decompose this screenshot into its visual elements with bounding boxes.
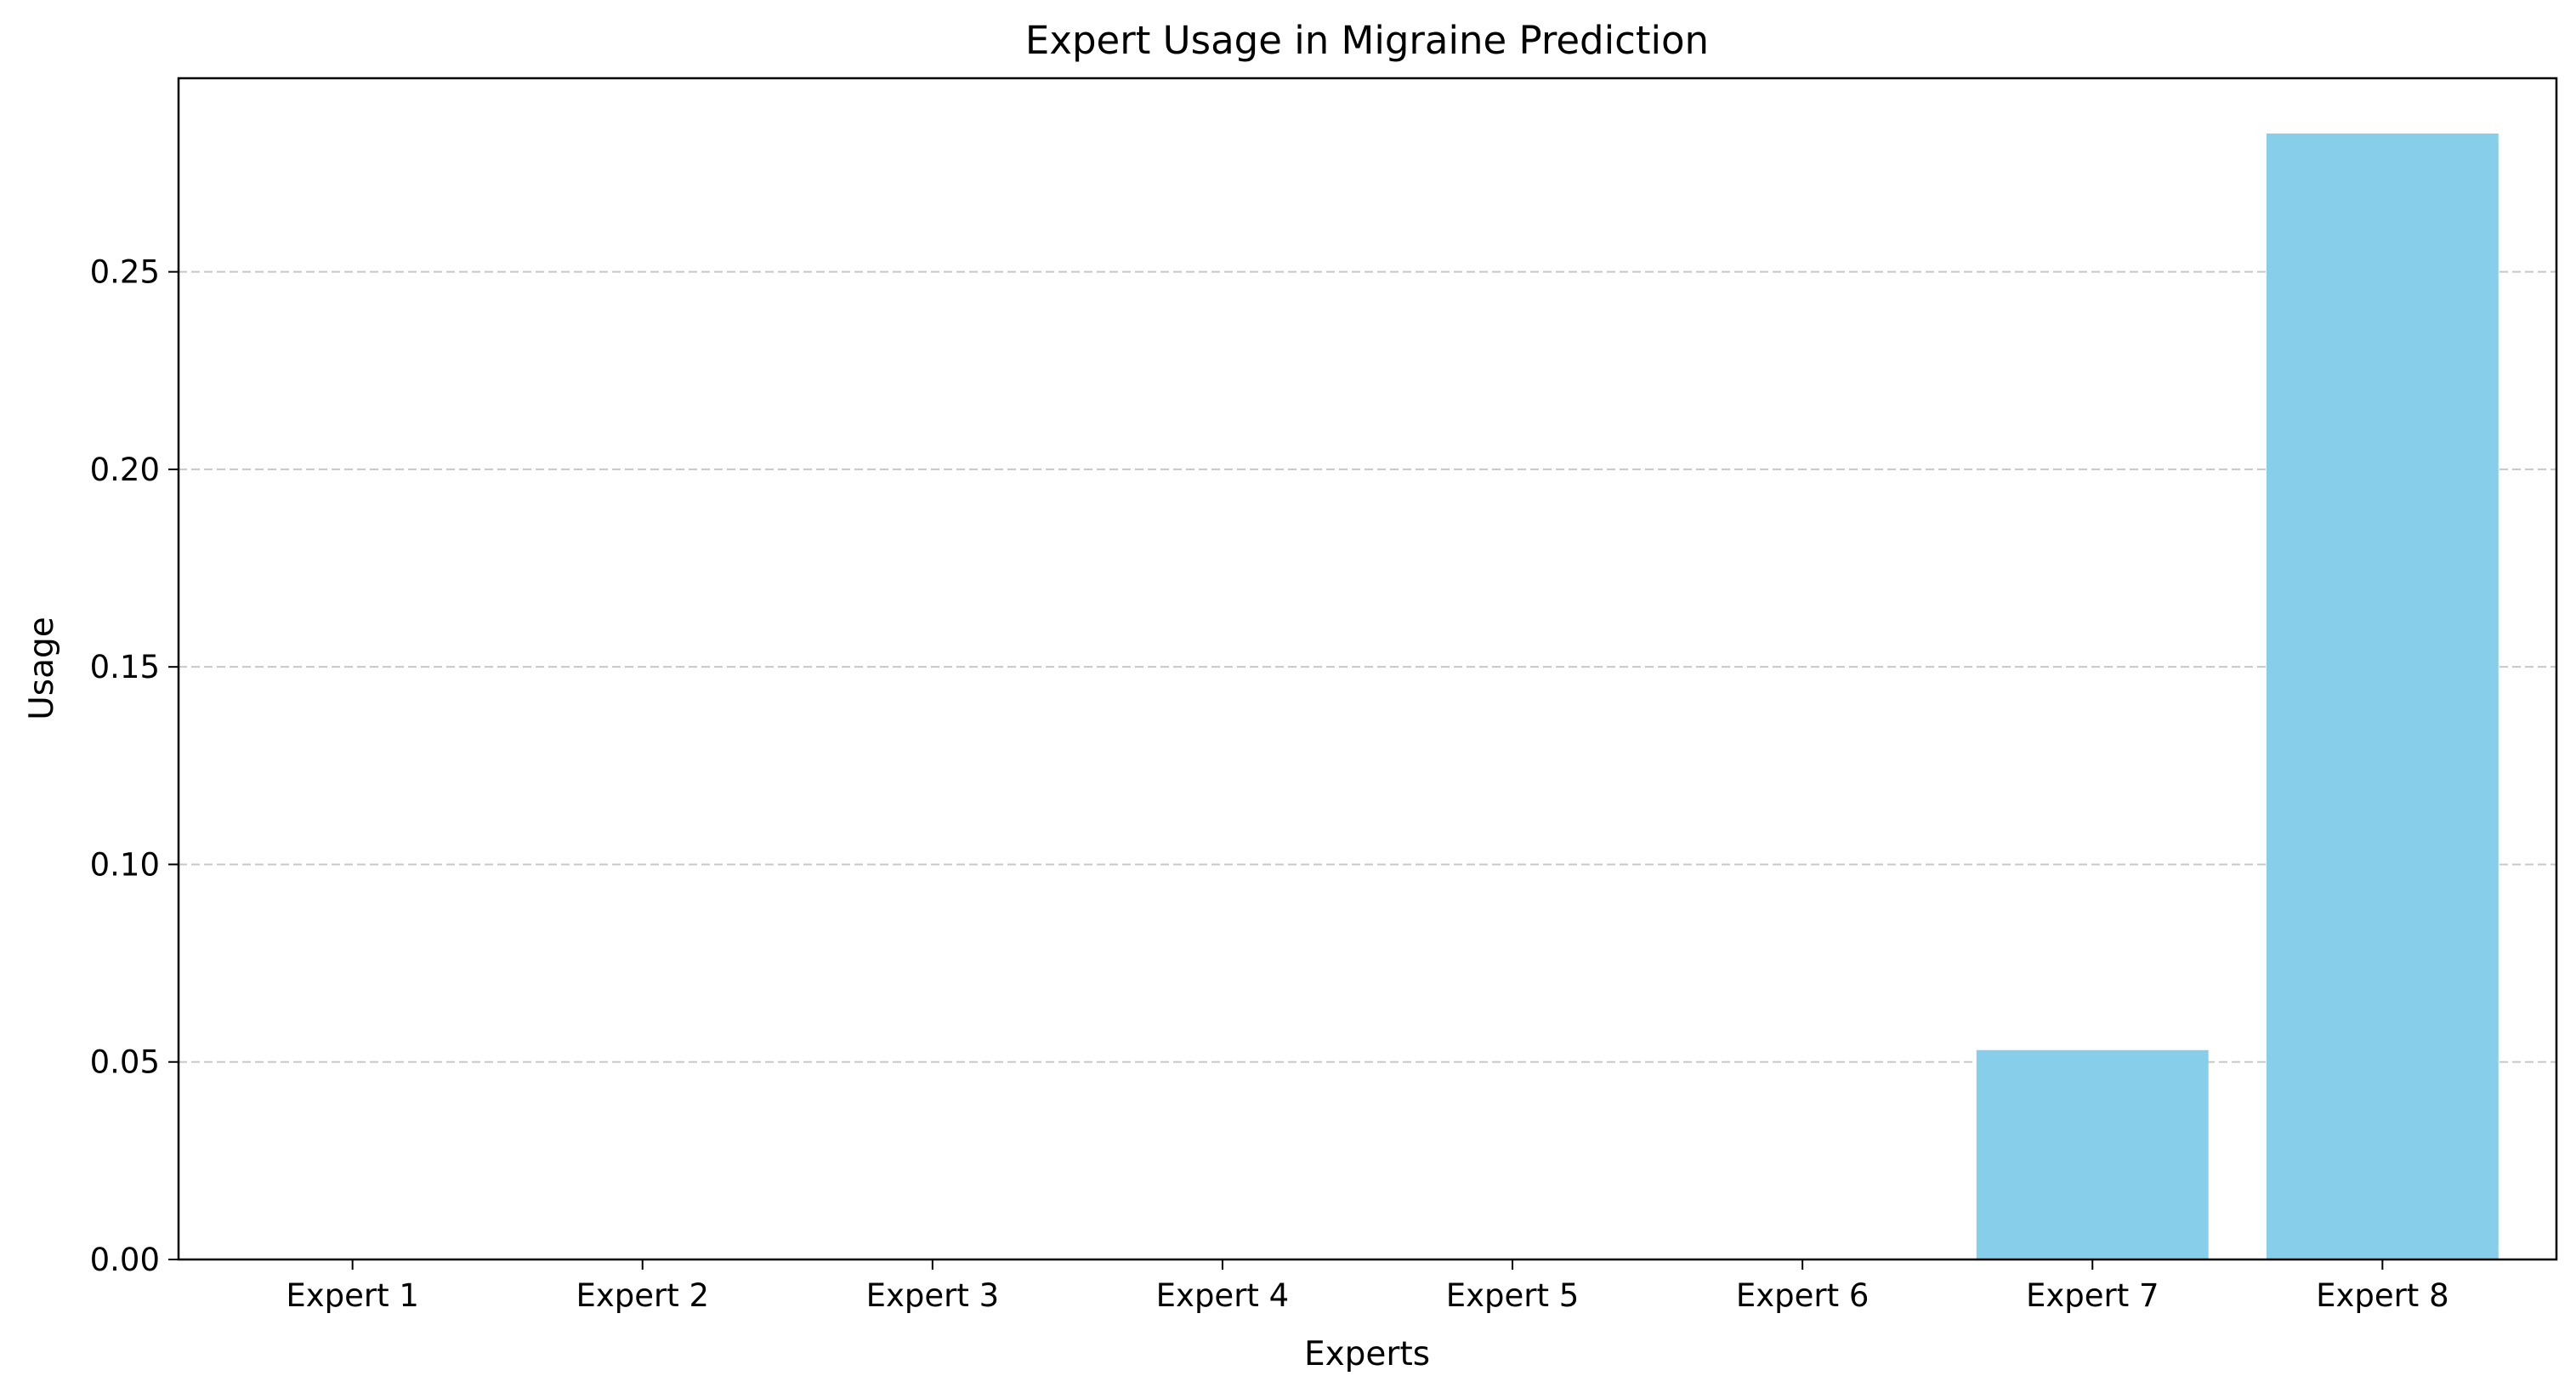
y-tick-label: 0.25: [90, 254, 160, 291]
y-tick-label: 0.10: [90, 846, 160, 883]
y-tick-label: 0.20: [90, 452, 160, 488]
chart-title: Expert Usage in Migraine Prediction: [1025, 18, 1709, 63]
plot-frame: [177, 77, 2558, 1261]
gridlines: [179, 270, 2556, 1063]
y-axis-ticks: 0.00 0.05 0.10 0.15 0.20 0.25: [90, 254, 179, 1278]
y-tick-label: 0.15: [90, 649, 160, 685]
x-axis-label: Experts: [1304, 1335, 1430, 1373]
x-axis-ticks: Expert 1 Expert 2 Expert 3 Expert 4 Expert 5…: [286, 1259, 2449, 1314]
x-tick-label: Expert 2: [576, 1277, 709, 1314]
x-tick-label: Expert 6: [1736, 1277, 1870, 1314]
x-tick-label: Expert 4: [1156, 1277, 1290, 1314]
x-tick-label: Expert 3: [866, 1277, 1000, 1314]
x-tick-label: Expert 8: [2316, 1277, 2449, 1314]
y-tick-label: 0.00: [90, 1242, 160, 1278]
bars: [1976, 134, 2499, 1260]
y-axis-label: Usage: [23, 617, 61, 720]
bar-expert-8: [2266, 134, 2499, 1260]
x-tick-label: Expert 1: [286, 1277, 419, 1314]
x-tick-label: Expert 5: [1446, 1277, 1580, 1314]
y-tick-label: 0.05: [90, 1044, 160, 1081]
bar-expert-7: [1976, 1049, 2209, 1259]
x-tick-label: Expert 7: [2026, 1277, 2159, 1314]
